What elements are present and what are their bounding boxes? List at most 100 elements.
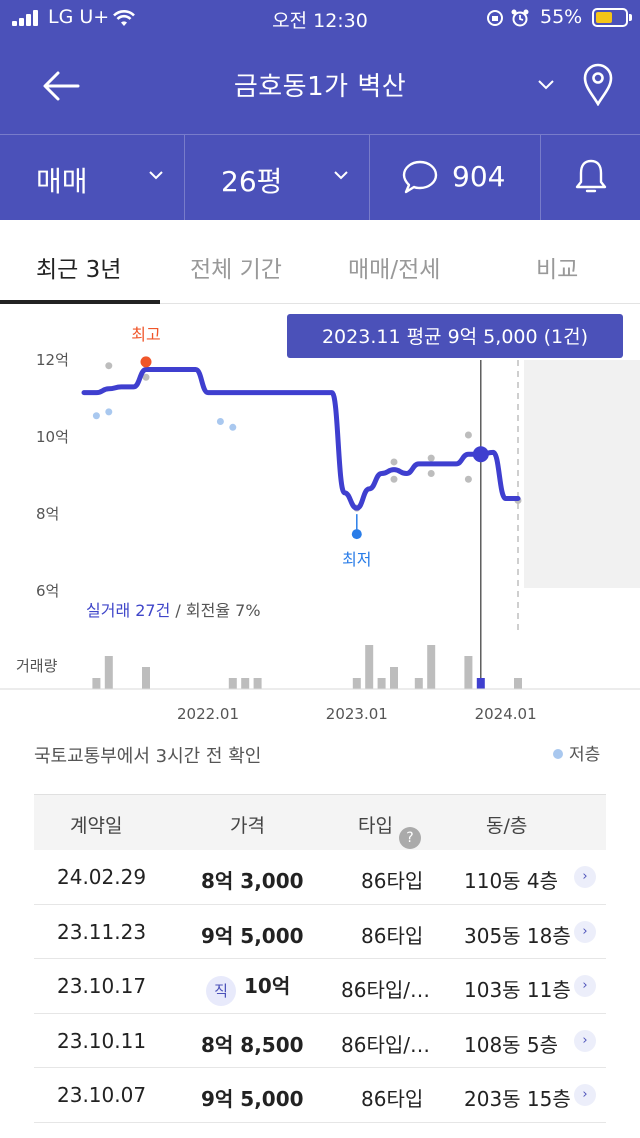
volume-bar bbox=[241, 678, 250, 689]
row-detail-chevron-icon[interactable]: › bbox=[574, 1029, 596, 1052]
header-dong: 동/층 bbox=[486, 815, 528, 837]
trade-type-select[interactable]: 매매 bbox=[0, 135, 184, 221]
table-header: 계약일 가격 타입? 동/층 bbox=[34, 794, 606, 850]
tooltip-box bbox=[287, 314, 623, 358]
y-tick-label: 12억 bbox=[36, 351, 69, 369]
transaction-point bbox=[105, 362, 113, 370]
alert-button[interactable] bbox=[541, 135, 640, 221]
tab-sale-jeonse[interactable]: 매매/전세 bbox=[348, 257, 441, 283]
size-select[interactable]: 26평 bbox=[185, 135, 369, 221]
transaction-point bbox=[464, 431, 472, 439]
transaction-point bbox=[92, 412, 100, 420]
transaction-point bbox=[390, 475, 398, 483]
volume-bar bbox=[414, 678, 423, 689]
row-price: 9억 5,000 bbox=[201, 1087, 304, 1111]
data-source-note: 국토교통부에서 3시간 전 확인 bbox=[34, 746, 262, 767]
active-tab-indicator bbox=[0, 300, 160, 304]
comment-count: 904 bbox=[452, 160, 506, 193]
row-type: 86타입 bbox=[361, 869, 424, 893]
selected-point bbox=[472, 446, 489, 463]
y-tick-label: 8억 bbox=[36, 505, 59, 523]
period-tabs: 최근 3년 전체 기간 매매/전세 비교 bbox=[0, 220, 640, 304]
battery-icon bbox=[592, 8, 632, 27]
x-tick-label: 2023.01 bbox=[326, 705, 388, 723]
row-type: 86타입/… bbox=[341, 978, 430, 1002]
row-dong-floor: 103동 11층 bbox=[464, 978, 571, 1002]
table-row[interactable]: 23.10.11 8억 8,500 86타입/… 108동 5층 › bbox=[34, 1014, 606, 1068]
direct-deal-badge: 직 bbox=[206, 976, 236, 1006]
volume-bar bbox=[390, 667, 398, 689]
carrier-label: LG U+ bbox=[48, 6, 110, 28]
volume-bar bbox=[464, 656, 473, 689]
chat-bubble-icon bbox=[402, 160, 438, 194]
low-label: 최저 bbox=[342, 550, 371, 569]
volume-bar bbox=[142, 667, 150, 689]
volume-bar bbox=[476, 678, 485, 689]
volume-bar bbox=[92, 678, 101, 689]
header-price: 가격 bbox=[230, 815, 265, 837]
volume-bar bbox=[365, 645, 374, 689]
y-tick-label: 6억 bbox=[36, 582, 59, 600]
size-label: 26평 bbox=[221, 165, 283, 198]
row-dong-floor: 203동 15층 bbox=[464, 1087, 571, 1111]
transaction-point bbox=[105, 408, 113, 416]
future-region bbox=[524, 360, 640, 588]
high-label: 최고 bbox=[131, 325, 160, 344]
table-row[interactable]: 24.02.29 8억 3,000 86타입 110동 4층 › bbox=[34, 850, 606, 905]
row-date: 23.10.07 bbox=[57, 1083, 147, 1107]
legend-low-floor: 저층 bbox=[553, 740, 600, 765]
table-row[interactable]: 23.10.17 직 10억 86타입/… 103동 11층 › bbox=[34, 959, 606, 1014]
tab-all-period[interactable]: 전체 기간 bbox=[190, 257, 282, 283]
help-icon[interactable]: ? bbox=[398, 827, 421, 849]
battery-percent: 55% bbox=[540, 6, 583, 28]
row-price: 8억 8,500 bbox=[201, 1032, 304, 1057]
wifi-icon bbox=[113, 10, 135, 26]
volume-bar bbox=[514, 678, 522, 689]
tooltip-text: 2023.11 평균 9억 5,000 (1건) bbox=[322, 326, 588, 348]
tab-compare[interactable]: 비교 bbox=[536, 257, 579, 283]
clock: 오전 12:30 bbox=[272, 10, 368, 32]
row-dong-floor: 305동 18층 bbox=[464, 923, 571, 948]
chevron-down-icon[interactable] bbox=[534, 72, 558, 96]
volume-bar bbox=[352, 678, 361, 689]
transaction-table: 계약일 가격 타입? 동/층 24.02.29 8억 3,000 86타입 110동 … bbox=[34, 794, 606, 1123]
row-price: 9억 5,000 bbox=[201, 923, 304, 948]
average-price-line bbox=[81, 367, 521, 511]
table-row[interactable]: 23.10.07 9억 5,000 86타입 203동 15층 › bbox=[34, 1068, 606, 1123]
status-bar: LG U+ 오전 12:30 55% bbox=[0, 0, 640, 36]
volume-bar bbox=[104, 656, 113, 689]
filter-bar: 매매 26평 904 bbox=[0, 134, 640, 221]
volume-bar bbox=[377, 678, 386, 689]
price-chart[interactable]: 12억 10억 8억 6억 최고 최저 2023.11 평균 9억 5,000 (1건) 실거… bbox=[0, 305, 640, 723]
alarm-lock-icon bbox=[487, 9, 529, 27]
row-date: 24.02.29 bbox=[57, 865, 147, 889]
cellular-signal-icon bbox=[12, 10, 40, 26]
high-marker bbox=[140, 356, 152, 368]
row-dong-floor: 110동 4층 bbox=[464, 869, 559, 893]
row-detail-chevron-icon[interactable]: › bbox=[574, 1084, 596, 1106]
transaction-point bbox=[464, 475, 472, 483]
row-type: 86타입 bbox=[361, 1087, 424, 1111]
location-pin-icon[interactable] bbox=[582, 62, 614, 106]
row-detail-chevron-icon[interactable]: › bbox=[574, 975, 596, 997]
row-detail-chevron-icon[interactable]: › bbox=[574, 866, 596, 888]
app-header: LG U+ 오전 12:30 55% 금호동1가 벽산 bbox=[0, 0, 640, 221]
header-date: 계약일 bbox=[70, 815, 123, 837]
comments-button[interactable]: 904 bbox=[370, 135, 540, 221]
row-type: 86타입/… bbox=[341, 1032, 430, 1057]
back-arrow-icon[interactable] bbox=[38, 62, 86, 110]
chevron-down-icon bbox=[334, 171, 348, 180]
row-type: 86타입 bbox=[361, 923, 424, 948]
row-detail-chevron-icon[interactable]: › bbox=[574, 920, 596, 943]
volume-bar bbox=[427, 645, 436, 689]
volume-bar bbox=[253, 678, 262, 689]
table-row[interactable]: 23.11.23 9억 5,000 86타입 305동 18층 › bbox=[34, 905, 606, 959]
tab-recent-3y[interactable]: 최근 3년 bbox=[36, 257, 122, 283]
page-title[interactable]: 금호동1가 벽산 bbox=[233, 72, 407, 102]
transaction-point bbox=[427, 454, 435, 462]
volume-bar bbox=[228, 678, 237, 689]
volume-label: 거래량 bbox=[16, 657, 58, 675]
transaction-point bbox=[427, 470, 435, 477]
row-price: 8억 3,000 bbox=[201, 869, 304, 893]
